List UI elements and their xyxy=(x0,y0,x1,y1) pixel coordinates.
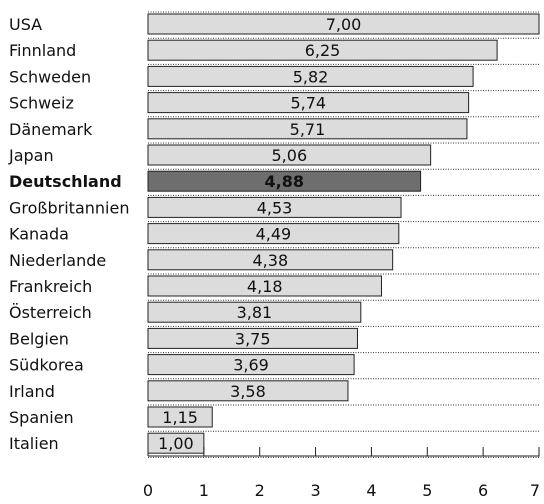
value-label: 1,15 xyxy=(162,408,198,427)
bar-11 xyxy=(147,275,382,297)
x-tick-label: 2 xyxy=(255,481,265,500)
category-label: Belgien xyxy=(9,329,69,348)
x-tick-label: 0 xyxy=(143,481,153,500)
bar-8 xyxy=(147,196,402,218)
value-label: 3,75 xyxy=(235,329,271,348)
value-label: 5,71 xyxy=(290,120,326,139)
category-label: Österreich xyxy=(9,303,92,322)
value-label: 5,82 xyxy=(293,67,329,86)
bar-3 xyxy=(147,65,474,87)
x-tick-label: 7 xyxy=(530,481,540,500)
value-label: 7,00 xyxy=(326,15,362,34)
category-labels: USA Finnland Schweden Schweiz Dänemark Japan D… xyxy=(8,15,129,453)
bar-7 xyxy=(147,170,422,192)
category-label: Dänemark xyxy=(9,120,93,139)
bar-17 xyxy=(147,432,205,454)
category-label: Kanada xyxy=(9,225,69,244)
value-label: 1,00 xyxy=(158,434,194,453)
value-label: 6,25 xyxy=(305,41,341,60)
category-label: Frankreich xyxy=(9,277,92,296)
value-label: 4,38 xyxy=(253,251,289,270)
bar-4 xyxy=(147,92,470,114)
x-tick-label: 4 xyxy=(366,481,376,500)
bar-13 xyxy=(147,327,358,349)
x-axis: 0 1 2 3 4 5 6 7 xyxy=(143,447,540,500)
row-separators xyxy=(148,11,539,458)
value-label: 4,88 xyxy=(265,172,304,191)
value-label: 4,53 xyxy=(257,198,293,217)
x-tick-label: 1 xyxy=(199,481,209,500)
bar-15 xyxy=(147,380,349,402)
category-label: Spanien xyxy=(9,408,74,427)
bar-12 xyxy=(147,301,362,323)
bar-16 xyxy=(147,406,213,428)
value-label: 3,81 xyxy=(237,303,273,322)
x-tick-label: 3 xyxy=(310,481,320,500)
value-label: 4,18 xyxy=(247,277,283,296)
bars-group xyxy=(147,13,540,454)
category-label: Niederlande xyxy=(9,251,106,270)
category-label: USA xyxy=(9,15,42,34)
value-label: 5,74 xyxy=(290,94,326,113)
bar-10 xyxy=(147,249,394,271)
bar-6 xyxy=(147,144,432,166)
category-label: Großbritannien xyxy=(9,198,129,217)
category-label: Schweiz xyxy=(9,94,74,113)
value-label: 4,49 xyxy=(256,225,292,244)
value-label: 3,58 xyxy=(230,382,266,401)
x-tick-label: 5 xyxy=(422,481,432,500)
x-tick-label: 6 xyxy=(478,481,488,500)
value-labels: 7,00 6,25 5,82 5,74 5,71 5,06 4,88 4,53 4,49 4,38… xyxy=(158,15,361,453)
bar-2 xyxy=(147,39,498,61)
bar-1 xyxy=(147,13,540,35)
value-label: 3,69 xyxy=(233,356,269,375)
category-label: Finnland xyxy=(9,41,76,60)
category-label: Japan xyxy=(8,146,54,165)
bar-9 xyxy=(147,223,400,245)
category-label: Schweden xyxy=(9,67,91,86)
category-label: Italien xyxy=(9,434,59,453)
category-label: Südkorea xyxy=(9,356,84,375)
bar-5 xyxy=(147,118,468,140)
value-label: 5,06 xyxy=(272,146,308,165)
category-label: Irland xyxy=(9,382,55,401)
bar-14 xyxy=(147,354,355,376)
category-label: Deutschland xyxy=(9,172,122,191)
